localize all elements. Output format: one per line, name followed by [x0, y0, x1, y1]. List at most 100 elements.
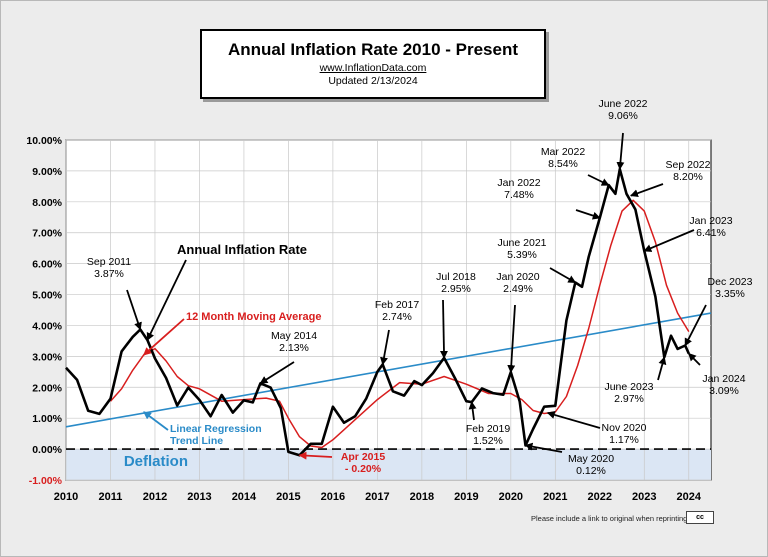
annotation-label: May 2014 [271, 330, 317, 342]
annotation-label: June 2021 [497, 237, 546, 249]
annotation-label: 2.74% [382, 311, 412, 323]
x-tick-label: 2018 [410, 491, 434, 503]
x-tick-label: 2012 [143, 491, 167, 503]
updated-date: Updated 2/13/2024 [328, 75, 418, 87]
y-tick-label: 0.00% [32, 444, 62, 456]
deflation-band [66, 449, 711, 480]
annotation-label: 2.95% [441, 283, 471, 295]
annotation-label: 0.12% [576, 465, 606, 477]
annotation-label: June 2023 [604, 381, 653, 393]
trend-line [65, 312, 712, 428]
annotation-label: 2.97% [614, 393, 644, 405]
annotation-label: 1.17% [609, 434, 639, 446]
annotation-arrow [684, 304, 707, 347]
annotation-arrow [546, 411, 601, 429]
y-tick-label: 4.00% [32, 320, 62, 332]
creative-commons-badge: cc [686, 511, 714, 524]
annotation-label: Jan 2022 [497, 177, 540, 189]
annotation-arrow [507, 304, 516, 374]
y-tick-label: 10.00% [26, 135, 62, 147]
annotation-label: Annual Inflation Rate [177, 242, 307, 257]
annotation-label: Jan 2024 [702, 373, 745, 385]
annotation-arrow [439, 299, 448, 359]
annotation-label: - 0.20% [345, 463, 382, 475]
x-tick-label: 2014 [232, 491, 257, 503]
x-tick-label: 2016 [321, 491, 345, 503]
annotation-label: 12 Month Moving Average [186, 311, 321, 323]
annotation-label: Linear Regression [170, 423, 262, 435]
y-tick-label: 7.00% [32, 228, 62, 240]
annotation-arrow [629, 183, 664, 198]
annotation-label: Sep 2022 [666, 159, 711, 171]
annotation-label: Jan 2023 [689, 215, 732, 227]
annotation-label: 3.35% [715, 288, 745, 300]
y-tick-label: 6.00% [32, 259, 62, 271]
annotation-label: Jan 2020 [496, 271, 539, 283]
chart-title: Annual Inflation Rate 2010 - Present [227, 40, 518, 59]
annotation-arrow [524, 442, 563, 453]
annotation-label: Nov 2020 [602, 422, 647, 434]
x-tick-label: 2019 [454, 491, 478, 503]
x-tick-label: 2020 [499, 491, 523, 503]
annotation-label: 6.41% [696, 227, 726, 239]
annotation-label: Sep 2011 [87, 256, 131, 268]
annotation-label: Apr 2015 [341, 451, 386, 463]
annotation-label: Feb 2017 [375, 299, 420, 311]
website-link[interactable]: www.InflationData.com [319, 62, 427, 74]
annotation-label: 2.49% [503, 283, 533, 295]
annotation-arrow [126, 289, 142, 331]
annotation-label: 8.20% [673, 171, 703, 183]
annotation-arrow [259, 361, 295, 385]
annotation-arrow [298, 451, 333, 460]
annotation-arrow [143, 318, 185, 356]
annotation-label: May 2020 [568, 453, 614, 465]
y-tick-label: 8.00% [32, 197, 62, 209]
annotation-arrow [143, 411, 169, 431]
annotation-label: 8.54% [548, 158, 578, 170]
title-box: Annual Inflation Rate 2010 - Present www… [200, 29, 546, 99]
annotation-arrow [643, 229, 695, 252]
annotation-label: Dec 2023 [708, 276, 753, 288]
x-tick-label: 2024 [677, 491, 702, 503]
plot-area [65, 139, 712, 481]
annotation-label: 3.09% [709, 385, 739, 397]
y-tick-label: 5.00% [32, 290, 62, 302]
x-tick-label: 2015 [276, 491, 300, 503]
annotation-arrow [688, 352, 701, 366]
y-tick-label: 9.00% [32, 166, 62, 178]
annotation-arrow [616, 132, 625, 171]
x-tick-label: 2017 [365, 491, 389, 503]
x-tick-label: 2013 [187, 491, 211, 503]
y-tick-label: 2.00% [32, 382, 62, 394]
annotation-label: 2.13% [279, 342, 309, 354]
annotation-arrow [380, 329, 390, 366]
annotation-label: Trend Line [170, 435, 223, 447]
annotation-label: Feb 2019 [466, 423, 511, 435]
x-tick-label: 2022 [588, 491, 612, 503]
y-tick-label: 3.00% [32, 351, 62, 363]
moving-average-line [109, 199, 690, 449]
annotation-arrow [575, 209, 601, 220]
annotation-arrow [468, 401, 477, 421]
y-tick-label: 1.00% [32, 413, 62, 425]
annotation-label: 9.06% [608, 110, 638, 122]
y-tick-label: -1.00% [29, 475, 63, 487]
reprint-note: Please include a link to original when r… [531, 514, 688, 523]
annotation-label: 7.48% [504, 189, 534, 201]
annotation-arrow [587, 174, 610, 186]
annotation-label: 1.52% [473, 435, 503, 447]
deflation-label: Deflation [124, 453, 188, 470]
x-tick-label: 2010 [54, 491, 78, 503]
annotation-arrow [549, 267, 577, 284]
annotation-label: June 2022 [598, 98, 647, 110]
annotation-label: 3.87% [94, 268, 124, 280]
x-tick-label: 2021 [543, 491, 567, 503]
annotation-label: Mar 2022 [541, 146, 586, 158]
x-tick-label: 2011 [99, 491, 123, 503]
annotation-arrow [146, 259, 187, 341]
x-tick-label: 2023 [632, 491, 656, 503]
annotation-label: 5.39% [507, 249, 537, 261]
annotation-arrow [657, 356, 667, 381]
annotation-label: Jul 2018 [436, 271, 476, 283]
